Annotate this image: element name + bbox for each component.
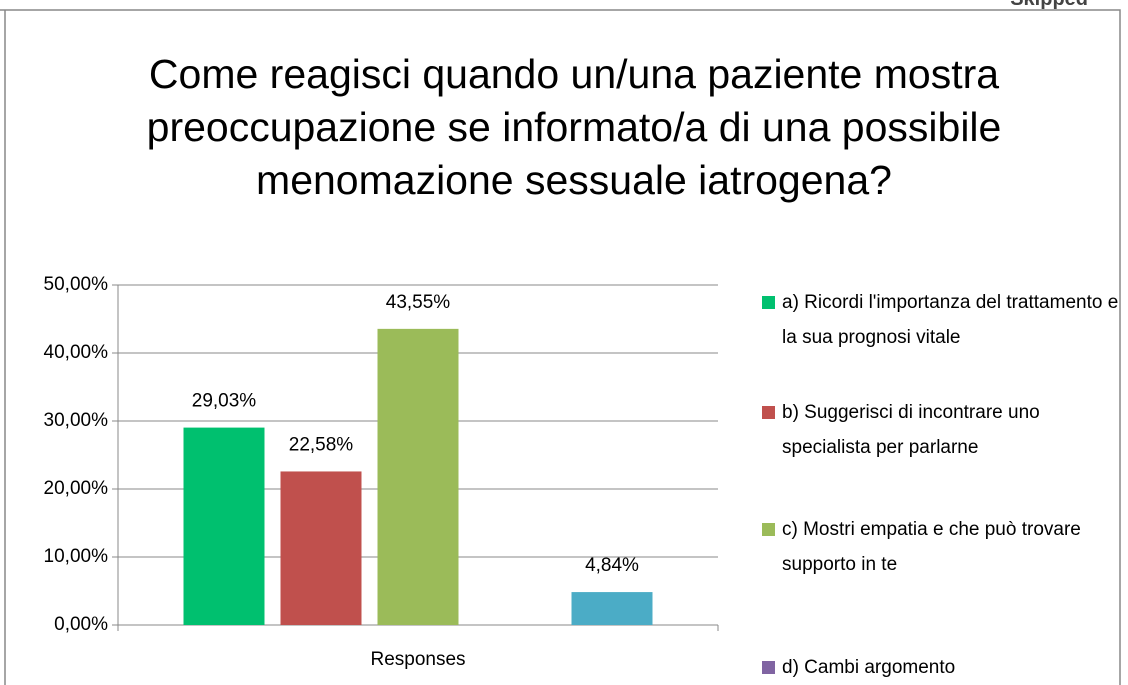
data-label: 22,58%	[289, 434, 354, 455]
legend-label: d) Cambi argomento	[782, 657, 956, 678]
y-tick-label: 40,00%	[44, 342, 109, 363]
y-tick-label: 20,00%	[44, 478, 109, 499]
bar	[183, 427, 265, 625]
legend-item: a) Ricordi l'importanza del trattamento …	[762, 285, 1122, 355]
legend-swatch	[762, 296, 775, 309]
legend-swatch	[762, 406, 775, 419]
y-tick-label: 0,00%	[54, 614, 108, 635]
legend-item: c) Mostri empatia e che può trovare supp…	[762, 512, 1122, 582]
bar	[280, 471, 362, 625]
chart-title: Come reagisci quando un/una paziente mos…	[146, 51, 1002, 203]
legend-label: c) Mostri empatia e che può trovare supp…	[782, 519, 1081, 575]
frame	[0, 9, 1121, 685]
bar	[377, 328, 459, 625]
legend-label: a) Ricordi l'importanza del trattamento …	[782, 292, 1119, 348]
bar	[571, 592, 653, 625]
legend-label: b) Suggerisci di incontrare uno speciali…	[782, 402, 1040, 458]
x-tick-label: Responses	[370, 649, 465, 670]
y-tick-label: 30,00%	[44, 410, 109, 431]
data-label: 29,03%	[192, 391, 257, 412]
legend-item: d) Cambi argomento	[762, 650, 1122, 685]
y-tick-label: 50,00%	[44, 274, 109, 295]
header-label: Skipped	[1010, 0, 1088, 11]
data-label: 43,55%	[386, 292, 451, 313]
legend-swatch	[762, 661, 775, 674]
legend-item: b) Suggerisci di incontrare uno speciali…	[762, 395, 1122, 465]
y-tick-label: 10,00%	[44, 546, 109, 567]
legend-swatch	[762, 523, 775, 536]
data-label: 4,84%	[585, 555, 639, 576]
